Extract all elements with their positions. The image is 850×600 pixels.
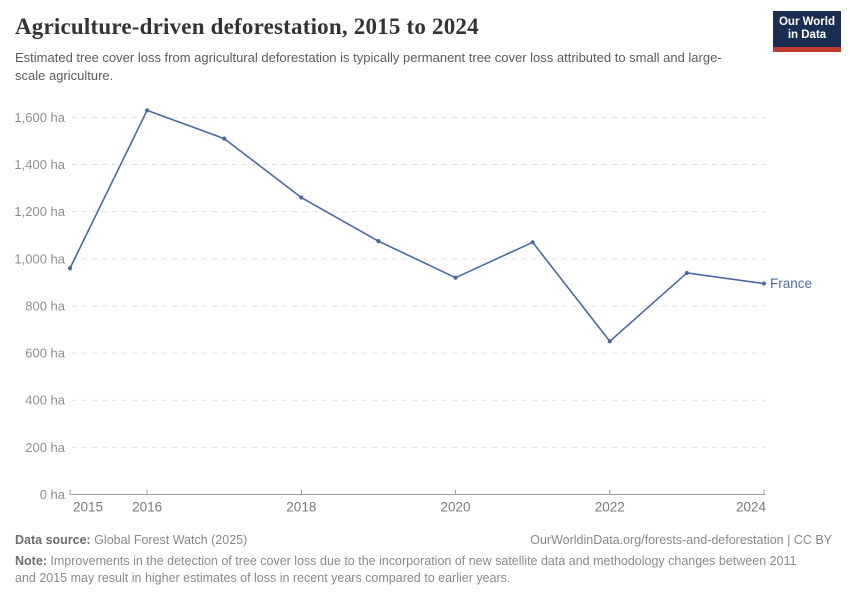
chart-note: Note: Improvements in the detection of t… bbox=[15, 553, 820, 586]
data-point bbox=[145, 108, 150, 113]
data-source: Data source: Global Forest Watch (2025) bbox=[15, 533, 247, 547]
x-axis-label: 2016 bbox=[132, 500, 162, 515]
data-point bbox=[67, 266, 73, 271]
data-point bbox=[761, 281, 767, 286]
data-point bbox=[376, 239, 381, 244]
y-axis-label: 600 ha bbox=[25, 346, 66, 361]
citation-link[interactable]: OurWorldinData.org/forests-and-deforesta… bbox=[530, 533, 832, 547]
x-axis-label: 2018 bbox=[286, 500, 316, 515]
data-point bbox=[684, 270, 689, 276]
note-value: Improvements in the detection of tree co… bbox=[15, 554, 797, 585]
data-point bbox=[299, 195, 304, 200]
y-axis-label: 1,400 ha bbox=[14, 157, 65, 172]
chart-subtitle: Estimated tree cover loss from agricultu… bbox=[15, 50, 722, 83]
chart-title: Agriculture-driven deforestation, 2015 t… bbox=[15, 14, 479, 39]
y-axis-label: 800 ha bbox=[25, 298, 66, 313]
y-axis-label: 1,600 ha bbox=[14, 110, 65, 125]
owid-logo[interactable]: Our World in Data bbox=[773, 11, 841, 52]
data-source-label: Data source: bbox=[15, 533, 91, 547]
owid-logo-line2: in Data bbox=[787, 29, 827, 41]
data-source-value: Global Forest Watch (2025) bbox=[90, 533, 248, 547]
x-axis-label: 2020 bbox=[441, 500, 471, 515]
owid-logo-line1: Our World bbox=[778, 16, 835, 28]
data-point bbox=[453, 275, 458, 280]
y-axis-label: 200 ha bbox=[25, 440, 66, 455]
y-axis-label: 1,000 ha bbox=[14, 251, 65, 266]
data-point bbox=[222, 136, 227, 141]
data-line bbox=[69, 109, 765, 343]
x-axis-label: 2022 bbox=[595, 500, 625, 515]
data-point bbox=[607, 339, 612, 344]
y-axis-label: 1,200 ha bbox=[14, 204, 65, 219]
y-axis-label: 0 ha bbox=[40, 487, 66, 502]
data-point bbox=[530, 240, 535, 245]
note-label: Note: bbox=[15, 554, 47, 568]
y-axis-label: 400 ha bbox=[25, 393, 66, 408]
x-axis-label: 2015 bbox=[73, 500, 103, 515]
x-axis-label: 2024 bbox=[736, 500, 767, 515]
series-label: France bbox=[770, 276, 812, 291]
